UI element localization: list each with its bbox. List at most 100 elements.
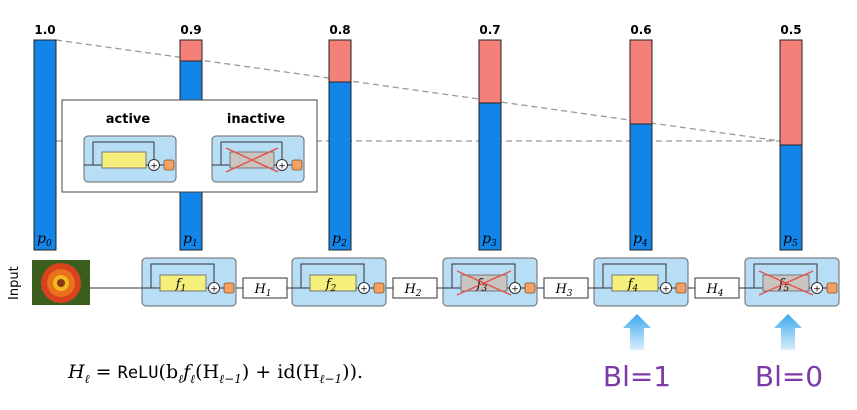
bar-label-letter: p — [183, 231, 192, 247]
f-sub: 5 — [784, 284, 790, 294]
survival-bar-5 — [779, 144, 803, 251]
bl0-label: Bl=0 — [755, 360, 823, 393]
skip-connection — [92, 141, 155, 165]
residual-block-active: f1 + — [141, 257, 237, 307]
residual-block-active: f2 + — [291, 257, 387, 307]
sum-symbol: + — [278, 162, 286, 172]
drop-bar-5 — [779, 39, 803, 146]
cross-line — [456, 270, 512, 296]
bar-label-0: p0 — [37, 231, 52, 249]
bar-label-letter: p — [332, 231, 341, 247]
input-image — [32, 260, 90, 305]
skip-connection — [150, 263, 215, 288]
hidden-state-label: H3 — [554, 282, 572, 299]
formula-h1-sub: ℓ−1 — [219, 372, 242, 386]
legend-active-label: active — [106, 112, 151, 127]
bar-label-1: p1 — [183, 231, 198, 249]
bar-value-4: 0.6 — [630, 23, 651, 37]
sum-symbol: + — [150, 162, 158, 172]
bar-label-letter: p — [633, 231, 642, 247]
legend-inactive-block: + — [211, 135, 305, 183]
formula-rest3: ) + id(H — [242, 361, 320, 383]
relu-node — [675, 282, 687, 294]
skip-connection — [602, 263, 667, 288]
formula-f: f — [181, 361, 193, 383]
legend-inactive-label: inactive — [227, 112, 285, 127]
survival-bar-2 — [328, 81, 352, 251]
f-sub: 2 — [330, 284, 337, 294]
formula-f-sub: ℓ — [190, 372, 195, 386]
sum-symbol: + — [813, 285, 821, 295]
h-letter: H — [554, 282, 567, 297]
f-sub: 4 — [632, 284, 639, 294]
bl1-label: Bl=1 — [603, 360, 671, 393]
h-letter: H — [403, 282, 416, 297]
formula-relu: ReLU — [118, 363, 159, 383]
residual-function-label: f4 — [627, 277, 639, 294]
drop-bar-1 — [179, 39, 203, 62]
h-sub: 4 — [717, 289, 724, 299]
survival-bar-0 — [33, 39, 57, 251]
formula-b-sub: ℓ — [178, 372, 183, 386]
survival-bar-3 — [478, 102, 502, 251]
formula-lhs: H — [67, 361, 85, 383]
bar-value-0: 1.0 — [34, 23, 55, 37]
bar-label-letter: p — [783, 231, 792, 247]
bar-label-letter: p — [37, 231, 46, 247]
residual-function-box — [101, 151, 147, 169]
residual-block-active: + — [83, 135, 177, 183]
bl1-annotation: Bl=1 — [603, 314, 671, 393]
formula-eq: = — [90, 361, 118, 383]
relu-node — [163, 159, 175, 171]
hidden-state-label: H4 — [705, 282, 723, 299]
bar-label-4: p4 — [633, 231, 648, 249]
formula-lhs-sub: ℓ — [85, 372, 90, 386]
hidden-state-label: H1 — [253, 282, 271, 299]
drop-bar-2 — [328, 39, 352, 83]
relu-node — [291, 159, 303, 171]
sum-symbol: + — [662, 285, 670, 295]
sum-symbol: + — [210, 285, 218, 295]
f-letter: f — [175, 277, 183, 292]
legend-box: active inactive + + — [61, 99, 318, 193]
h-letter: H — [253, 282, 266, 297]
up-arrow-icon — [623, 314, 651, 350]
survival-bar-4 — [629, 123, 653, 251]
residual-function-box — [159, 274, 207, 292]
bar-label-sub: 1 — [192, 239, 198, 249]
trend-line-decay — [55, 39, 781, 142]
cross-line — [758, 270, 814, 296]
skip-connection — [300, 263, 365, 288]
cross-line — [225, 147, 279, 173]
f-letter: f — [325, 277, 333, 292]
sum-symbol: + — [360, 285, 368, 295]
bar-value-3: 0.7 — [479, 23, 500, 37]
residual-function-box — [309, 274, 357, 292]
residual-function-label: f1 — [175, 277, 187, 294]
skip-connection — [220, 141, 283, 165]
h-sub: 1 — [266, 289, 272, 299]
residual-function-box — [611, 274, 659, 292]
residual-block-active: f4 + — [593, 257, 689, 307]
skip-connection — [753, 263, 818, 288]
drop-bar-3 — [478, 39, 502, 104]
residual-block-inactive: + — [211, 135, 305, 183]
bar-label-sub: 3 — [491, 239, 497, 249]
bar-value-2: 0.8 — [329, 23, 350, 37]
f-sub: 3 — [482, 284, 488, 294]
skip-connection — [451, 263, 516, 288]
bar-label-5: p5 — [783, 231, 798, 249]
bar-value-5: 0.5 — [780, 23, 801, 37]
bar-label-letter: p — [482, 231, 491, 247]
formula: Hℓ = ReLU(bℓfℓ(Hℓ−1) + id(Hℓ−1)). — [67, 361, 363, 386]
bar-label-sub: 4 — [641, 239, 648, 249]
f-sub: 1 — [181, 284, 187, 294]
formula-rest2: (H — [195, 361, 219, 383]
residual-block-inactive: f5+ — [744, 257, 840, 307]
formula-rest4: )). — [342, 361, 363, 383]
relu-node — [524, 282, 536, 294]
h-sub: 3 — [567, 289, 573, 299]
relu-node — [373, 282, 385, 294]
